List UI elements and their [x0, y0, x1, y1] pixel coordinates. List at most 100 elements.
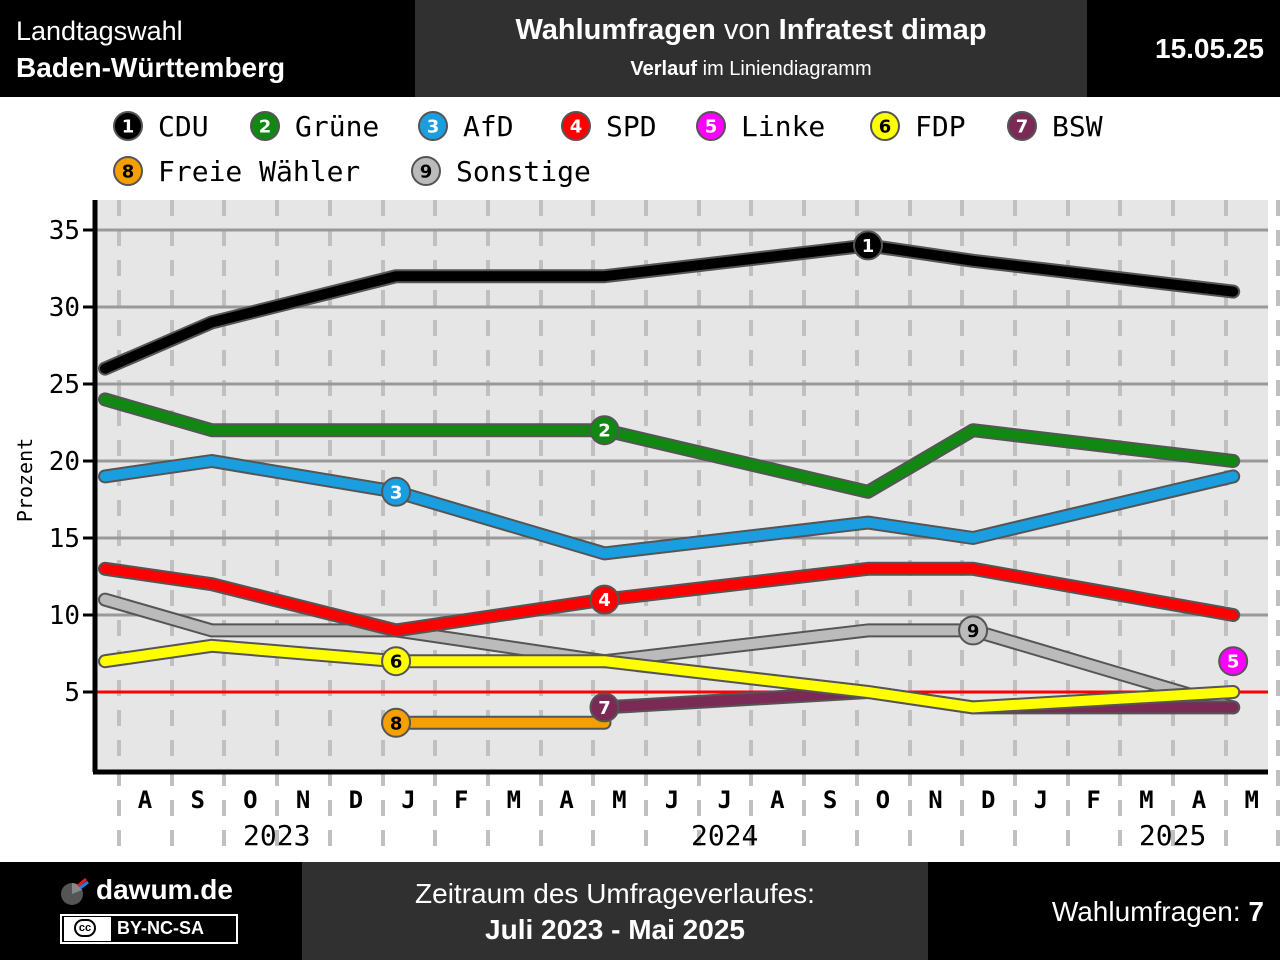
title-part-polls: Wahlumfragen: [515, 14, 716, 46]
date-label: 15.05.25: [1155, 33, 1264, 64]
legend-number-spd: 4: [570, 117, 583, 138]
plot-background: [97, 200, 1268, 770]
x-tick-month: D: [349, 786, 363, 814]
legend-label-gruene: Grüne: [295, 110, 379, 143]
legend-number-cdu: 1: [122, 117, 135, 138]
footer-brand-box: dawum.de cc BY-NC-SA: [0, 862, 300, 960]
series-marker-afd: [381, 476, 412, 507]
legend-label-freie-waehler: Freie Wähler: [158, 155, 360, 188]
x-tick-year: 2023: [243, 819, 310, 852]
series-marker-number-cdu: 1: [862, 236, 875, 257]
poll-count-label: Wahlumfragen:: [1051, 896, 1249, 927]
legend-number-afd: 3: [427, 117, 440, 138]
legend-swatch-afd: [418, 111, 448, 141]
x-tick-month: A: [770, 786, 785, 814]
footer: dawum.de cc BY-NC-SA Zeitraum des Umfrag…: [0, 862, 1280, 960]
x-tick-month: J: [665, 786, 679, 814]
x-tick-year: 2025: [1139, 819, 1206, 852]
legend-swatch-linke: [696, 111, 726, 141]
y-tick-labels: 5 10 15 20 25 30 35: [49, 216, 80, 708]
header-election-box: Landtagswahl Baden-Württemberg: [0, 0, 413, 97]
poll-count: Wahlumfragen: 7: [1052, 896, 1264, 928]
x-tick-month: M: [612, 786, 626, 814]
poll-count-value: 7: [1248, 896, 1264, 927]
x-tick-month: M: [1139, 786, 1153, 814]
legend-swatch-gruene: [250, 111, 280, 141]
legend-label-linke: Linke: [741, 110, 825, 143]
header-title-box: Wahlumfragen von Infratest dimap Verlauf…: [415, 0, 1087, 97]
y-tick-label: 15: [49, 524, 80, 554]
period-value: Juli 2023 - Mai 2025: [485, 914, 745, 945]
x-tick-month: O: [243, 786, 257, 814]
y-tick-label: 10: [49, 601, 80, 631]
cc-icon: cc: [64, 917, 111, 941]
y-axis-label: Prozent: [13, 438, 37, 522]
axes: [83, 200, 1268, 775]
legend-number-bsw: 7: [1016, 117, 1029, 138]
series-marker-cdu: [853, 230, 884, 261]
page-subtitle: Verlauf im Liniendiagramm: [415, 58, 1087, 81]
x-tick-month: O: [876, 786, 890, 814]
series-marker-gruene: [589, 415, 620, 446]
series-marker-linke: [1218, 646, 1249, 677]
y-tick-label: 35: [49, 216, 80, 246]
series-marker-number-bsw: 7: [598, 698, 611, 719]
y-tick-label: 5: [64, 678, 80, 708]
x-tick-month: M: [1244, 786, 1258, 814]
header: Landtagswahl Baden-Württemberg Wahlumfra…: [0, 0, 1280, 97]
legend-number-sonstige: 9: [420, 162, 433, 183]
dawum-logo-icon: [61, 877, 89, 905]
x-tick-month: F: [1086, 786, 1100, 814]
legend: 1 CDU 2 Grüne 3 AfD 4 SPD 5 Linke 6 FDP 7 BSW 8 Freie W…: [113, 110, 1103, 188]
series-marker-number-spd: 4: [598, 590, 611, 611]
x-tick-month: A: [1192, 786, 1207, 814]
y-tick-label: 30: [49, 293, 80, 323]
election-region: Baden-Württemberg: [16, 52, 286, 83]
title-part-institute: Infratest dimap: [778, 14, 987, 46]
footer-count-box: Wahlumfragen: 7: [930, 862, 1280, 960]
legend-swatch-bsw: [1007, 111, 1037, 141]
cc-badge-text: cc: [74, 919, 96, 937]
footer-period-box: Zeitraum des Umfrageverlaufes: Juli 2023…: [302, 862, 928, 960]
series-line-cdu: [100, 240, 1239, 374]
legend-swatch-cdu: [113, 111, 143, 141]
legend-number-linke: 5: [705, 117, 718, 138]
plot-area: [97, 200, 1268, 770]
license-badge[interactable]: cc BY-NC-SA: [60, 914, 238, 944]
legend-number-freie-waehler: 8: [122, 162, 135, 183]
legend-number-gruene: 2: [259, 117, 272, 138]
page-title: Wahlumfragen von Infratest dimap: [415, 14, 1087, 47]
x-tick-month: D: [981, 786, 995, 814]
header-date-box: 15.05.25: [1089, 0, 1280, 97]
x-tick-month: N: [296, 786, 310, 814]
series-marker-number-linke: 5: [1227, 652, 1240, 673]
y-tick-label: 20: [49, 447, 80, 477]
legend-swatch-fdp: [870, 111, 900, 141]
site-link[interactable]: dawum.de: [96, 874, 233, 905]
subtitle-part-rest: im Liniendiagramm: [697, 58, 872, 80]
legend-number-fdp: 6: [879, 117, 892, 138]
legend-label-cdu: CDU: [158, 110, 209, 143]
series-marker-number-freie-waehler: 8: [390, 713, 403, 734]
title-part-from: von: [715, 14, 779, 46]
x-tick-month: M: [507, 786, 521, 814]
x-tick-month: J: [1034, 786, 1048, 814]
x-tick-year: 2024: [691, 819, 758, 852]
x-tick-month: J: [401, 786, 415, 814]
legend-label-sonstige: Sonstige: [456, 155, 591, 188]
series-marker-sonstige: [958, 615, 989, 646]
series-marker-fdp: [381, 646, 412, 677]
series-marker-number-gruene: 2: [598, 421, 611, 442]
x-tick-month: S: [190, 786, 204, 814]
series-marker-spd: [589, 584, 620, 615]
legend-label-afd: AfD: [463, 110, 514, 143]
series-line-afd: [100, 456, 1239, 559]
x-tick-month: A: [138, 786, 153, 814]
legend-swatch-freie-waehler: [113, 156, 143, 186]
series-marker-number-afd: 3: [390, 482, 403, 503]
x-tick-month: A: [559, 786, 574, 814]
x-tick-month: S: [823, 786, 837, 814]
x-tick-month: J: [717, 786, 731, 814]
series-marker-number-sonstige: 9: [967, 621, 980, 642]
